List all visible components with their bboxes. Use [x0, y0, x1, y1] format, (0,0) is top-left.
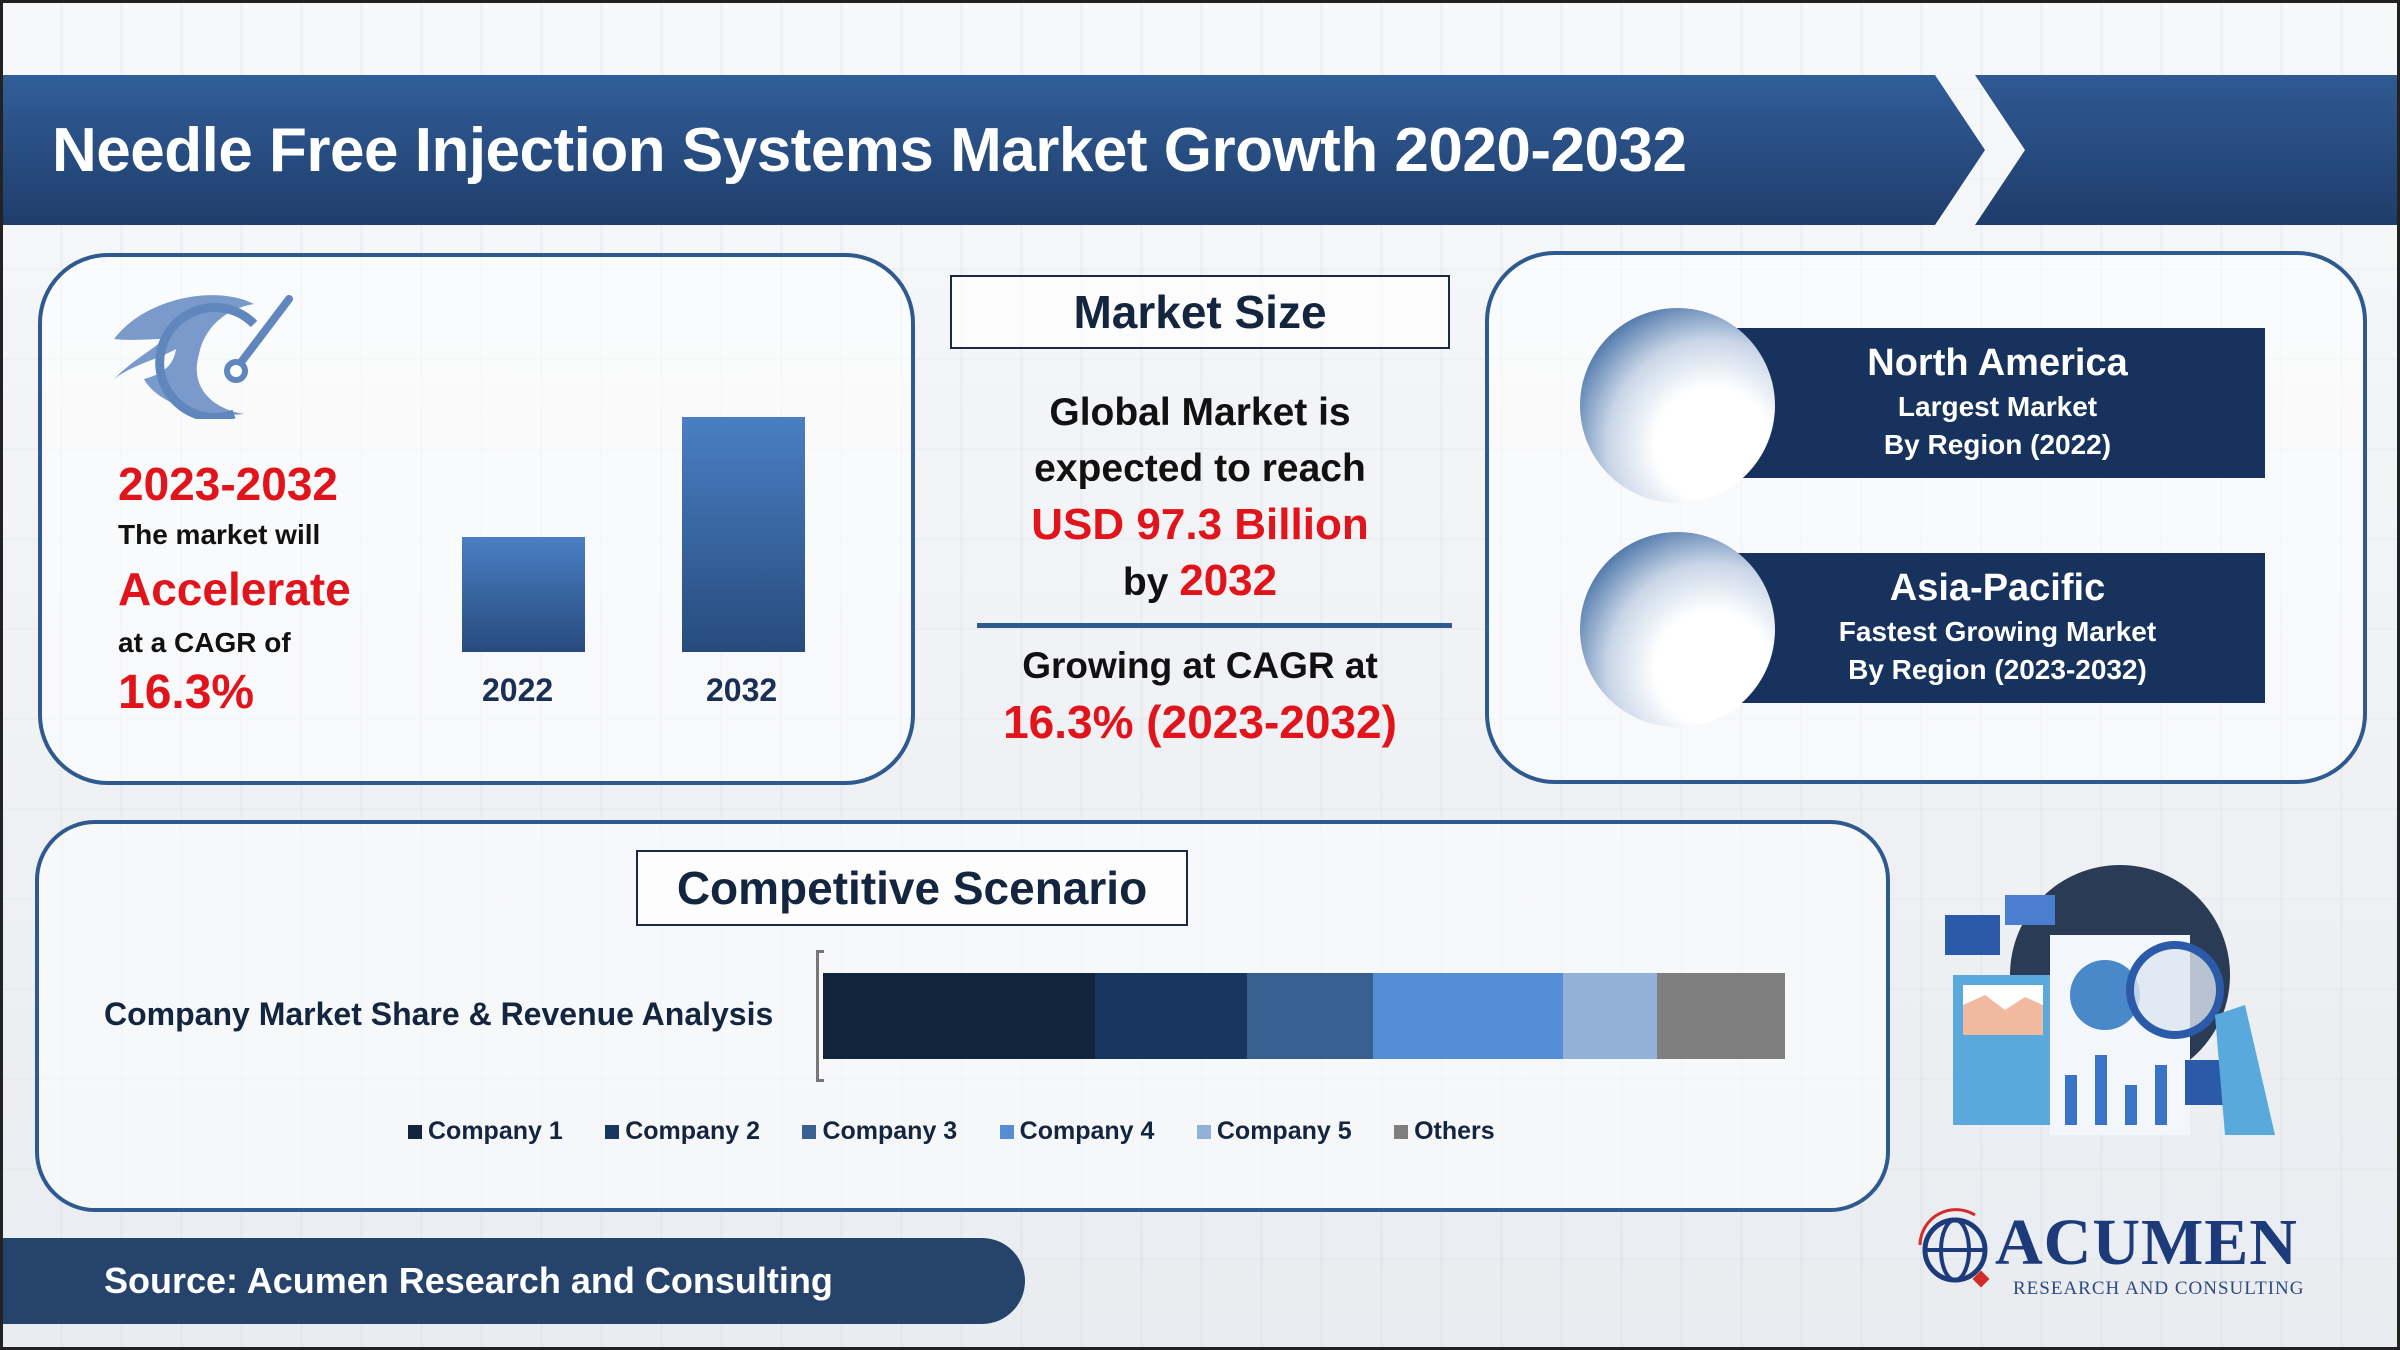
- region-line2: By Region (2022): [1883, 429, 2112, 460]
- market-value: USD 97.3 Billion: [1031, 500, 1369, 549]
- region-name: Asia-Pacific: [1889, 567, 2106, 609]
- divider: [977, 623, 1452, 628]
- legend: Company 1 Company 2 Company 3 Company 4 …: [408, 1117, 1533, 1146]
- competitive-title: Competitive Scenario: [636, 850, 1188, 926]
- globe-logo-icon: [1918, 1208, 1990, 1288]
- cagr-value: 16.3%: [118, 666, 255, 719]
- axis-bracket: [816, 950, 824, 1082]
- market-size-text: Global Market is expected to reach USD 9…: [940, 385, 1460, 611]
- legend-company-2: Company 2: [605, 1117, 760, 1146]
- growing-cagr: 16.3% (2023-2032): [1003, 696, 1397, 748]
- banner-arrow-tail: [1975, 75, 2400, 225]
- market-line1: Global Market is: [1049, 391, 1351, 434]
- region-asia-pacific: Asia-Pacific Fastest Growing Market By R…: [1730, 553, 2265, 703]
- legend-company-3: Company 3: [802, 1117, 957, 1146]
- region-line1: Largest Market: [1897, 391, 2098, 422]
- region-north-america: North America Largest Market By Region (…: [1730, 328, 2265, 478]
- acumen-logo: ACUMEN RESEARCH AND CONSULTING: [1915, 1205, 2335, 1305]
- market-size-title: Market Size: [950, 275, 1450, 349]
- bar-2022: [462, 537, 585, 652]
- x-label-2032: 2032: [706, 672, 778, 708]
- logo-name: ACUMEN: [1995, 1206, 2298, 1279]
- segment-company-2: [1095, 973, 1248, 1059]
- by-text: by: [1122, 561, 1169, 604]
- market-year: 2032: [1179, 556, 1278, 605]
- legend-company-5: Company 5: [1196, 1117, 1352, 1146]
- title-banner: Needle Free Injection Systems Market Gro…: [0, 75, 1985, 225]
- market-will-text: The market will: [118, 519, 321, 550]
- segment-others: [1657, 973, 1785, 1059]
- globe-icon: [1580, 532, 1775, 727]
- segment-company-4: [1373, 973, 1563, 1059]
- logo-tagline: RESEARCH AND CONSULTING: [2013, 1278, 2305, 1299]
- stacked-bar: [823, 973, 1785, 1059]
- region-line1: Fastest Growing Market: [1838, 616, 2157, 647]
- market-line2: expected to reach: [1034, 447, 1366, 490]
- accelerate-text: Accelerate: [118, 563, 351, 615]
- source-bar: Source: Acumen Research and Consulting: [0, 1238, 1025, 1324]
- period-text: 2023-2032: [118, 458, 338, 510]
- legend-company-1: Company 1: [408, 1117, 563, 1146]
- growth-panel: 2023-2032 The market will Accelerate at …: [38, 253, 915, 785]
- analytics-illustration-icon: [1945, 865, 2275, 1135]
- segment-company-3: [1247, 973, 1374, 1059]
- speedometer-icon: [114, 295, 293, 419]
- legend-others: Others: [1394, 1117, 1495, 1146]
- page-title: Needle Free Injection Systems Market Gro…: [52, 116, 1687, 185]
- growing-text: Growing at CAGR at: [1022, 645, 1378, 686]
- x-label-2022: 2022: [482, 672, 554, 708]
- region-name: North America: [1867, 342, 2128, 384]
- globe-icon: [1580, 308, 1775, 503]
- segment-company-1: [823, 973, 1096, 1059]
- bar-2032: [682, 417, 805, 652]
- region-line2: By Region (2023-2032): [1848, 654, 2147, 685]
- source-text: Source: Acumen Research and Consulting: [104, 1260, 833, 1301]
- cagr-label: at a CAGR of: [118, 627, 291, 658]
- row-label: Company Market Share & Revenue Analysis: [104, 996, 774, 1032]
- segment-company-5: [1562, 973, 1657, 1059]
- legend-company-4: Company 4: [999, 1117, 1154, 1146]
